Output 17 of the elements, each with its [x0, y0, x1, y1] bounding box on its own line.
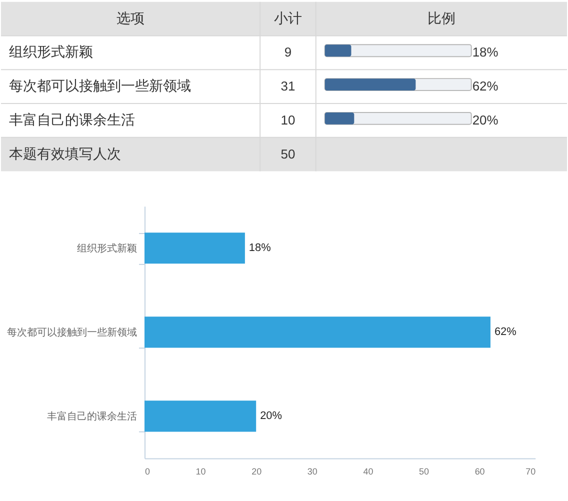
bar — [144, 400, 256, 432]
x-tick-label: 10 — [196, 466, 206, 477]
x-tick-label: 30 — [307, 466, 318, 477]
x-tick-label: 20 — [252, 466, 262, 477]
x-tick-label: 40 — [363, 466, 374, 477]
x-tick-label: 0 — [144, 466, 150, 477]
bar — [144, 316, 490, 348]
data-label: 20% — [260, 410, 282, 422]
x-tick-label: 70 — [526, 466, 536, 477]
y-tick-label: 每次都可以接触到一些新领域 — [7, 326, 138, 339]
y-tick-label: 组织形式新颖 — [77, 242, 138, 255]
x-tick-label: 50 — [419, 466, 429, 477]
x-tick-label: 60 — [474, 466, 485, 477]
data-label: 62% — [494, 326, 517, 338]
data-label: 18% — [248, 242, 272, 254]
bar — [144, 232, 245, 264]
y-tick-label: 丰富自己的课余生活 — [47, 410, 138, 423]
